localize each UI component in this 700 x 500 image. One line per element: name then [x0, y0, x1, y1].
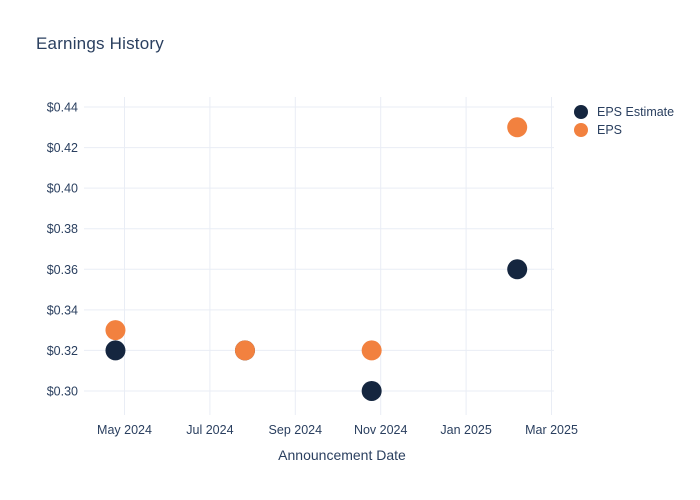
data-point[interactable]: [105, 320, 126, 341]
x-gridlines: [124, 97, 552, 415]
series-eps-estimate: [105, 259, 528, 401]
x-tick-label: Sep 2024: [269, 423, 323, 437]
y-tick-label: $0.34: [47, 303, 78, 317]
legend-label: EPS: [597, 123, 623, 137]
y-tick-label: $0.42: [47, 141, 78, 155]
data-point[interactable]: [507, 259, 528, 280]
x-tick-labels: May 2024 Jul 2024 Sep 2024 Nov 2024 Jan 2025…: [97, 423, 578, 437]
chart-title: Earnings History: [36, 34, 164, 53]
x-tick-label: Mar 2025: [525, 423, 578, 437]
y-tick-label: $0.30: [47, 384, 78, 398]
y-tick-label: $0.38: [47, 222, 78, 236]
data-series: [105, 117, 528, 401]
y-tick-label: $0.36: [47, 263, 78, 277]
x-axis-title: Announcement Date: [278, 447, 406, 463]
eps-estimate-marker-icon: [574, 105, 588, 119]
x-tick-label: Jan 2025: [440, 423, 491, 437]
x-tick-label: Jul 2024: [186, 423, 233, 437]
y-tick-labels: $0.44 $0.42 $0.40 $0.38 $0.36 $0.34 $0.32 $0.30: [47, 101, 78, 399]
data-point[interactable]: [361, 340, 382, 361]
legend-label: EPS Estimate: [597, 105, 675, 119]
y-tick-label: $0.32: [47, 344, 78, 358]
data-point[interactable]: [234, 340, 255, 361]
y-gridlines: [84, 106, 554, 392]
y-tick-label: $0.40: [47, 182, 78, 196]
data-point[interactable]: [361, 380, 382, 401]
data-point[interactable]: [507, 117, 528, 138]
series-eps: [105, 117, 528, 361]
legend-item-eps-estimate[interactable]: EPS Estimate: [574, 105, 674, 119]
eps-marker-icon: [574, 123, 588, 137]
legend-item-eps[interactable]: EPS: [574, 123, 674, 137]
legend: EPS Estimate EPS: [574, 105, 674, 137]
data-point[interactable]: [105, 340, 126, 361]
x-tick-label: May 2024: [97, 423, 152, 437]
x-tick-label: Nov 2024: [354, 423, 408, 437]
y-tick-label: $0.44: [47, 101, 78, 115]
